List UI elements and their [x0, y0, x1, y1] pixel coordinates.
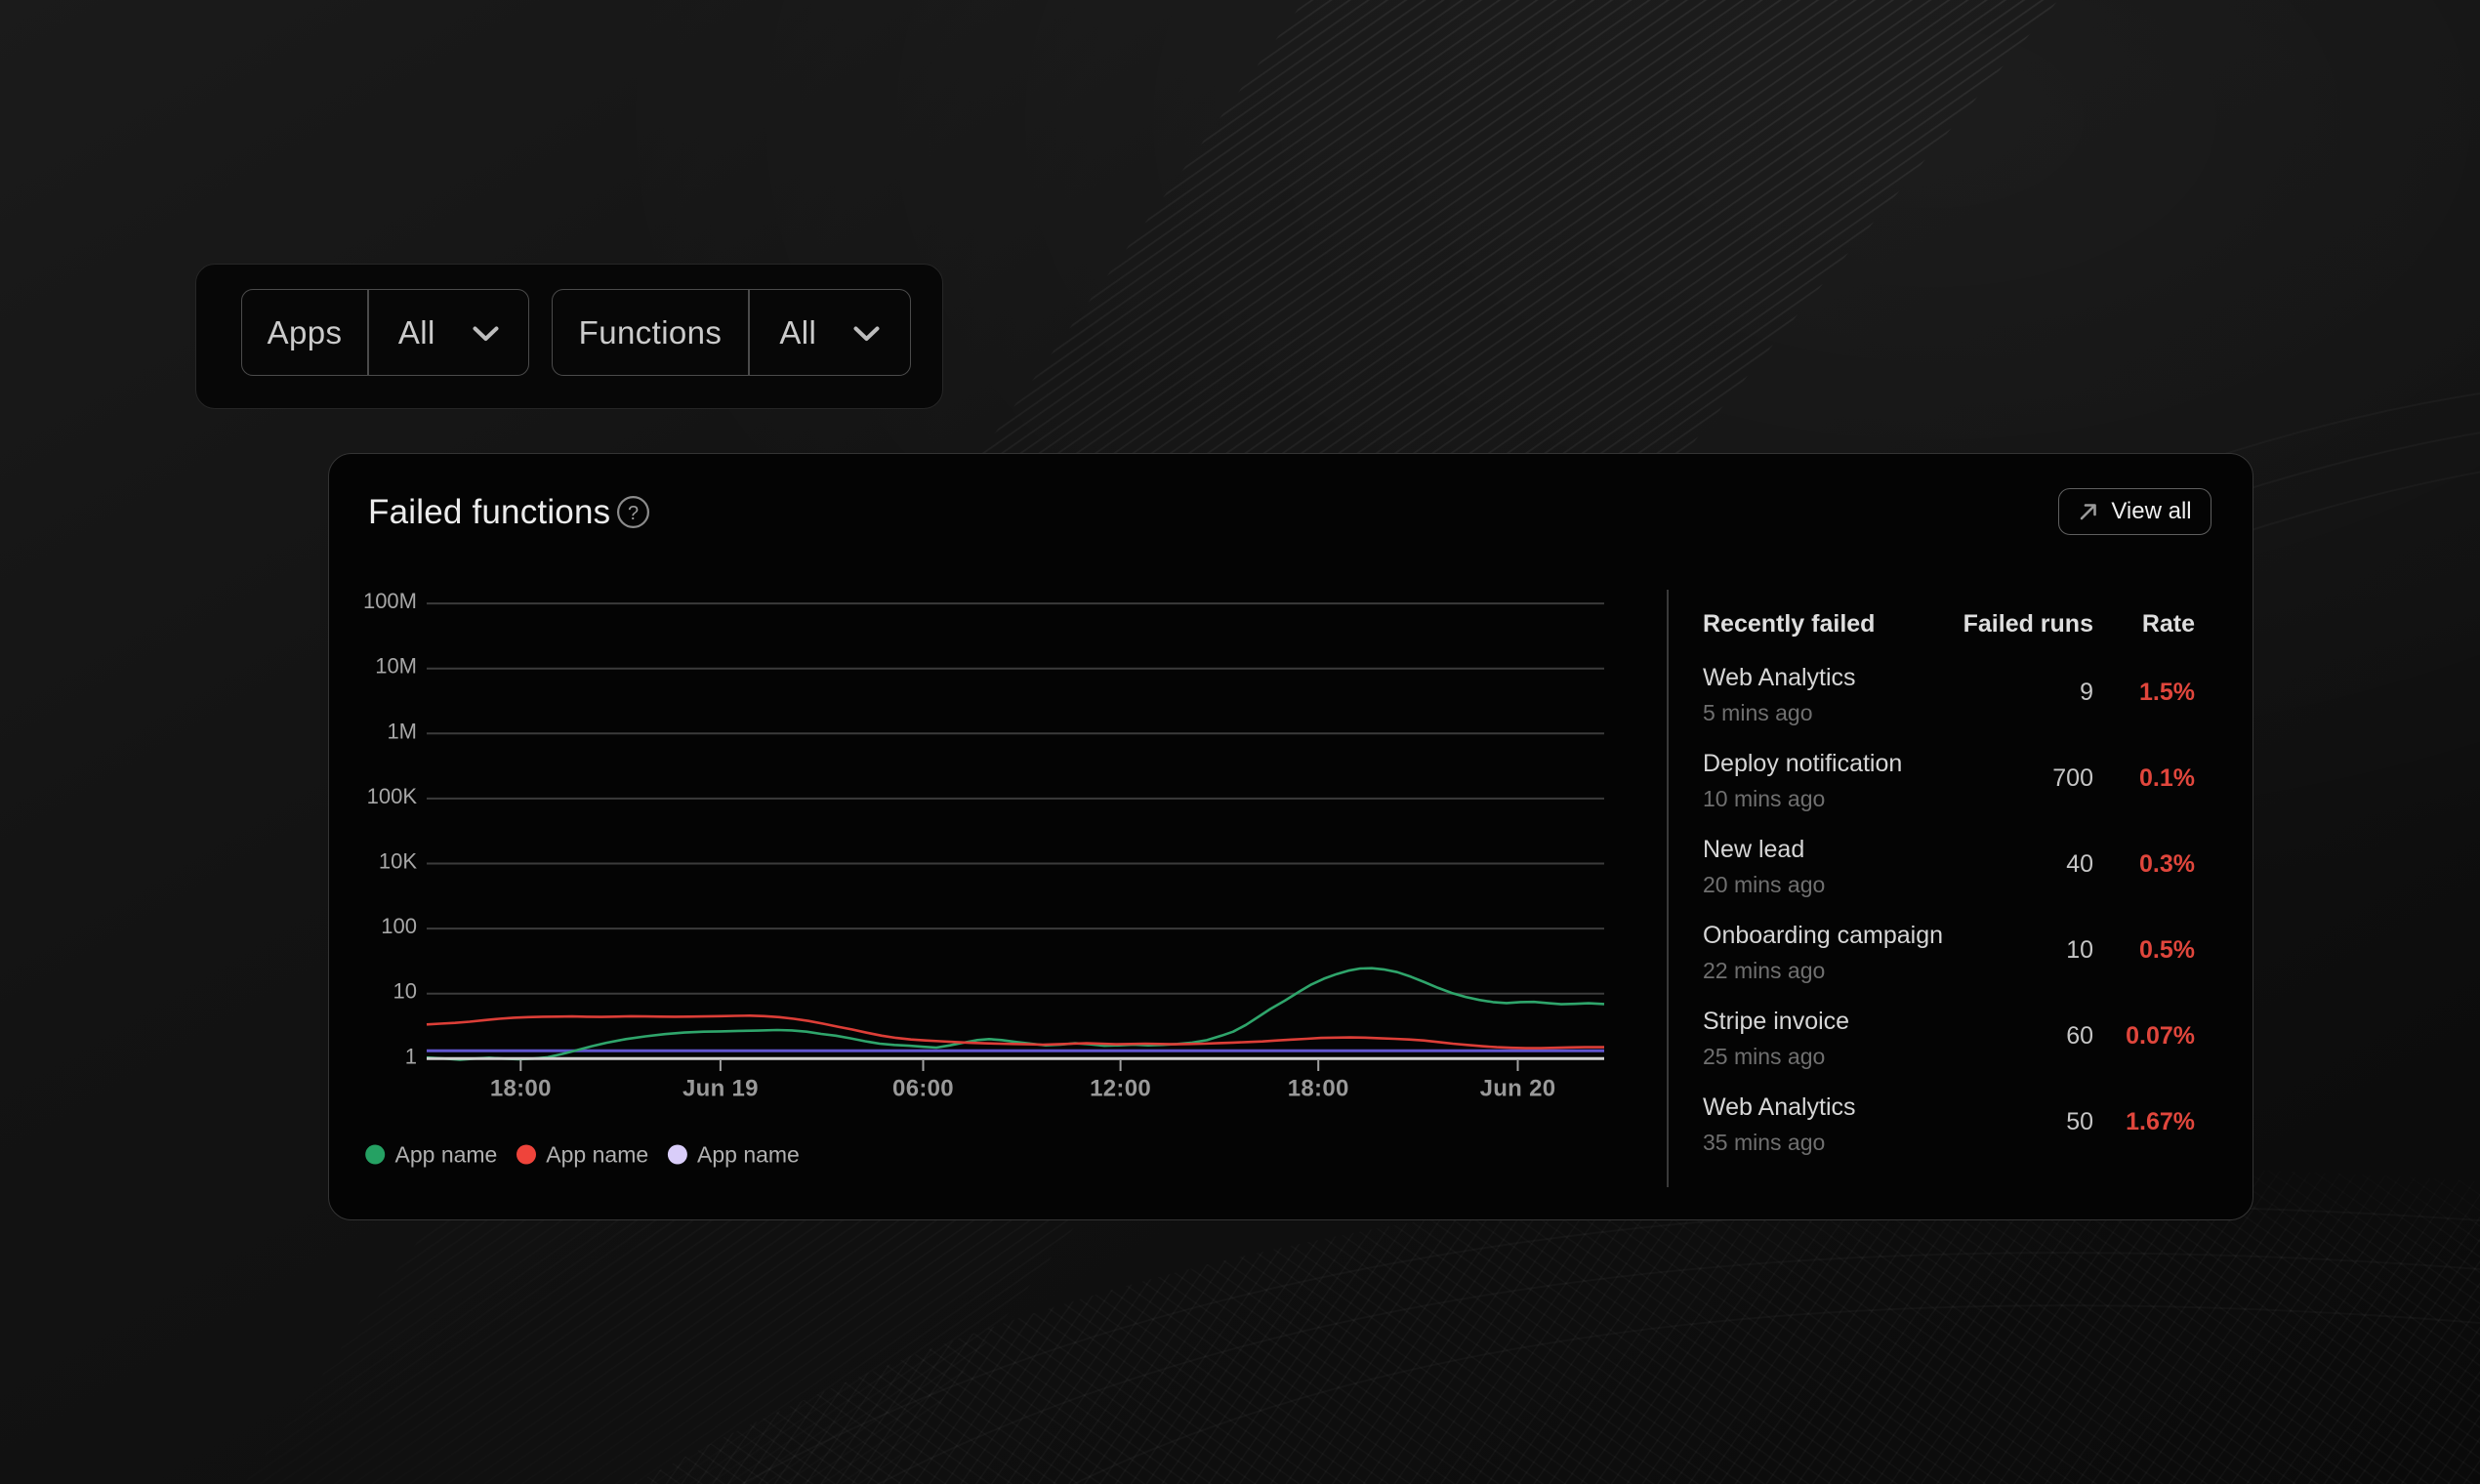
svg-text:10: 10	[393, 979, 417, 1004]
svg-text:100: 100	[381, 914, 417, 938]
svg-text:18:00: 18:00	[1288, 1076, 1349, 1102]
svg-text:?: ?	[628, 503, 639, 524]
svg-text:100M: 100M	[363, 589, 417, 613]
svg-text:App name: App name	[546, 1142, 648, 1168]
svg-text:Jun 20: Jun 20	[1480, 1076, 1556, 1102]
svg-text:Jun 19: Jun 19	[682, 1076, 759, 1102]
svg-text:06:00: 06:00	[892, 1076, 954, 1102]
svg-text:1M: 1M	[387, 719, 417, 743]
svg-text:100K: 100K	[367, 784, 418, 808]
svg-text:App name: App name	[697, 1142, 800, 1168]
svg-text:18:00: 18:00	[490, 1076, 552, 1102]
svg-text:App name: App name	[395, 1142, 498, 1168]
svg-text:1: 1	[405, 1044, 417, 1068]
svg-text:10M: 10M	[375, 654, 417, 679]
svg-text:12:00: 12:00	[1090, 1076, 1151, 1102]
svg-text:10K: 10K	[379, 849, 417, 874]
